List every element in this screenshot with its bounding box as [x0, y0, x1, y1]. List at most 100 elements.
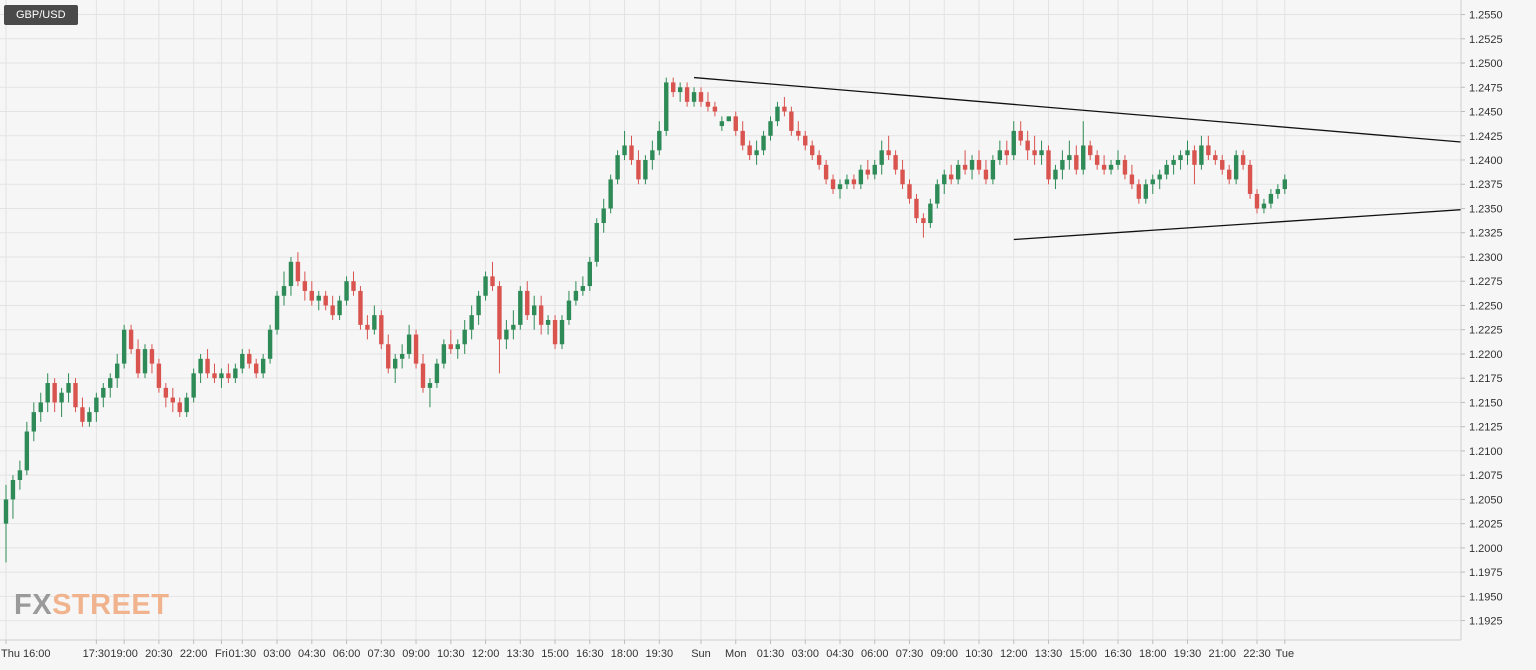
x-tick-label: 19:30 — [646, 648, 674, 660]
candle-down — [538, 305, 544, 325]
x-tick-label: 22:30 — [1243, 648, 1271, 660]
candle-down — [420, 363, 426, 388]
candle-up — [24, 431, 30, 471]
y-tick-label: 1.2325 — [1469, 228, 1503, 240]
x-tick-label: 01:30 — [757, 648, 785, 660]
candle-down — [149, 349, 155, 364]
candle-down — [1227, 169, 1232, 180]
fxstreet-logo: FXSTREET — [14, 589, 169, 622]
candle-up — [775, 106, 780, 122]
candle-down — [949, 174, 954, 180]
candle-up — [462, 329, 467, 345]
candle-down — [747, 145, 752, 156]
candle-up — [483, 276, 488, 296]
candle-down — [1129, 174, 1135, 185]
y-tick-label: 1.1925 — [1469, 616, 1503, 628]
candle-down — [170, 397, 175, 403]
y-tick-label: 1.2175 — [1469, 373, 1503, 385]
candle-up — [66, 383, 71, 393]
candle-up — [219, 373, 224, 379]
candle-up — [643, 160, 648, 180]
candle-up — [233, 368, 238, 379]
candle-down — [163, 387, 169, 398]
candle-down — [295, 261, 301, 282]
candle-down — [490, 276, 495, 287]
candle-up — [1039, 150, 1044, 156]
candle-down — [365, 324, 370, 330]
time-axis[interactable]: Thu 16:00 17:30 19:00 20:30 22:00 Fri 01:30 03:… — [1, 640, 1294, 660]
candle-up — [1053, 169, 1058, 180]
candle-down — [1206, 145, 1211, 156]
candle-up — [184, 397, 189, 413]
trendline-lower — [1013, 209, 1462, 241]
candle-up — [650, 150, 655, 160]
x-tick-label: 06:00 — [333, 648, 361, 660]
candle-down — [358, 290, 363, 325]
candle-down — [1004, 150, 1009, 156]
y-tick-label: 1.2125 — [1469, 422, 1503, 434]
candle-up — [274, 295, 280, 330]
x-tick-label: 04:30 — [298, 648, 326, 660]
candle-down — [740, 130, 745, 146]
candle-up — [532, 305, 537, 316]
x-tick-label: 09:00 — [402, 648, 430, 660]
candle-up — [455, 344, 460, 350]
candle-up — [3, 499, 9, 524]
x-tick-label: 07:30 — [896, 648, 924, 660]
candle-up — [38, 402, 43, 413]
candle-up — [427, 383, 433, 388]
candle-down — [448, 344, 453, 350]
x-tick-label: 19:30 — [1174, 648, 1202, 660]
candle-up — [594, 223, 599, 262]
candle-down — [177, 402, 182, 413]
x-tick-label: Fri — [215, 648, 228, 660]
candle-down — [810, 145, 815, 156]
candle-up — [997, 150, 1003, 160]
candle-up — [719, 121, 725, 127]
symbol-badge[interactable]: GBP/USD — [4, 5, 78, 25]
candle-down — [323, 295, 328, 306]
x-tick-label: 15:00 — [1069, 648, 1097, 660]
candle-up — [677, 87, 683, 93]
candle-down — [386, 344, 391, 369]
candle-up — [1150, 179, 1155, 185]
candle-down — [1220, 160, 1225, 170]
candle-up — [942, 174, 947, 185]
candle-up — [844, 179, 850, 185]
y-tick-label: 1.2425 — [1469, 131, 1503, 143]
y-tick-label: 1.2050 — [1469, 494, 1503, 506]
candle-up — [1067, 155, 1072, 160]
candle-down — [52, 383, 57, 403]
x-tick-label: 07:30 — [368, 648, 396, 660]
candle-up — [94, 397, 99, 413]
y-tick-label: 1.2550 — [1469, 10, 1503, 22]
x-tick-label: 19:00 — [110, 648, 138, 660]
candle-down — [1254, 193, 1260, 209]
candle-down — [830, 179, 836, 190]
candle-up — [879, 150, 884, 165]
candle-up — [1261, 203, 1267, 209]
candle-down — [886, 150, 891, 156]
y-tick-label: 1.2100 — [1469, 446, 1503, 458]
candles-group — [3, 77, 1287, 563]
x-tick-label: 18:00 — [611, 648, 639, 660]
x-tick-label: 18:00 — [1139, 648, 1167, 660]
y-tick-label: 1.2200 — [1469, 349, 1503, 361]
candle-down — [1046, 150, 1051, 180]
candle-down — [803, 135, 808, 146]
y-tick-label: 1.2150 — [1469, 397, 1503, 409]
candle-down — [865, 169, 870, 175]
x-tick-label: 12:00 — [1000, 648, 1028, 660]
candle-up — [545, 320, 551, 325]
candle-down — [73, 383, 78, 408]
y-tick-label: 1.2500 — [1469, 58, 1503, 70]
candle-down — [1074, 155, 1079, 170]
candle-up — [726, 116, 731, 122]
price-axis[interactable]: 1.2550 1.2525 1.2500 1.2475 1.2450 1.2425 1.24… — [1461, 10, 1503, 628]
candle-up — [260, 358, 266, 374]
x-tick-label: 09:00 — [930, 648, 958, 660]
candle-up — [31, 412, 36, 432]
y-tick-label: 1.2000 — [1469, 543, 1503, 555]
candle-up — [101, 387, 106, 398]
candle-up — [198, 358, 203, 374]
